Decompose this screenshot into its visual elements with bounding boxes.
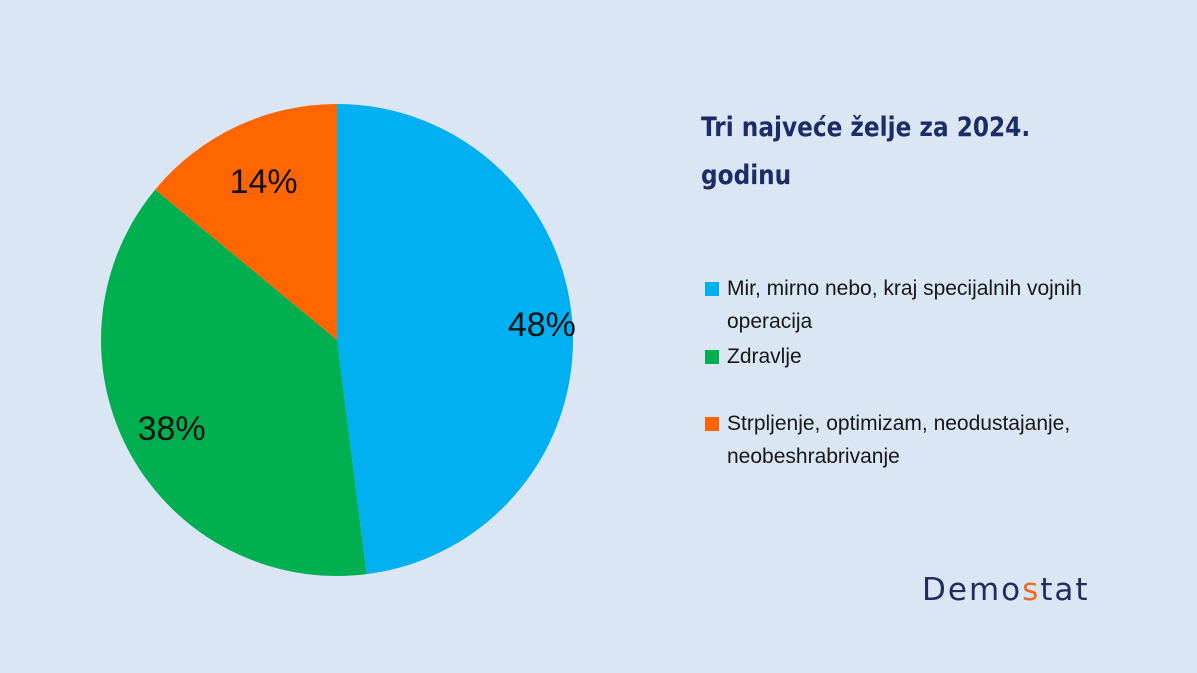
legend-label-strpljenje: Strpljenje, optimizam, neodustajanje, ne… [727, 412, 1071, 468]
logo-text-end: tat [1040, 572, 1090, 608]
legend-swatch-mir [705, 282, 719, 296]
pie-slice-zdravlje [101, 189, 367, 577]
pie-chart: 48% 38% 14% [101, 104, 576, 577]
pie-label-mir: 48% [508, 306, 576, 344]
chart-title: Tri najveće želje za 2024. godinu [701, 112, 1031, 191]
logo-text-accent: s [1022, 572, 1041, 608]
legend-label-mir: Mir, mirno nebo, kraj specijalnih vojnih… [727, 277, 1082, 333]
pie-slice-strpljenje [155, 104, 337, 340]
legend-label-zdravlje: Zdravlje [727, 345, 802, 368]
legend-item-strpljenje: Strpljenje, optimizam, neodustajanje, ne… [705, 407, 1135, 473]
legend-swatch-zdravlje [705, 350, 719, 364]
pie-label-zdravlje: 38% [138, 410, 206, 448]
logo-text-start: Demo [922, 572, 1023, 608]
legend: Mir, mirno nebo, kraj specijalnih vojnih… [705, 272, 1135, 473]
legend-item-mir: Mir, mirno nebo, kraj specijalnih vojnih… [705, 272, 1135, 338]
legend-swatch-strpljenje [705, 417, 719, 431]
pie-slice-mir [337, 104, 574, 575]
pie-label-strpljenje: 14% [230, 163, 298, 201]
legend-item-zdravlje: Zdravlje [705, 340, 1135, 373]
demostat-logo: Demostat [922, 572, 1090, 608]
